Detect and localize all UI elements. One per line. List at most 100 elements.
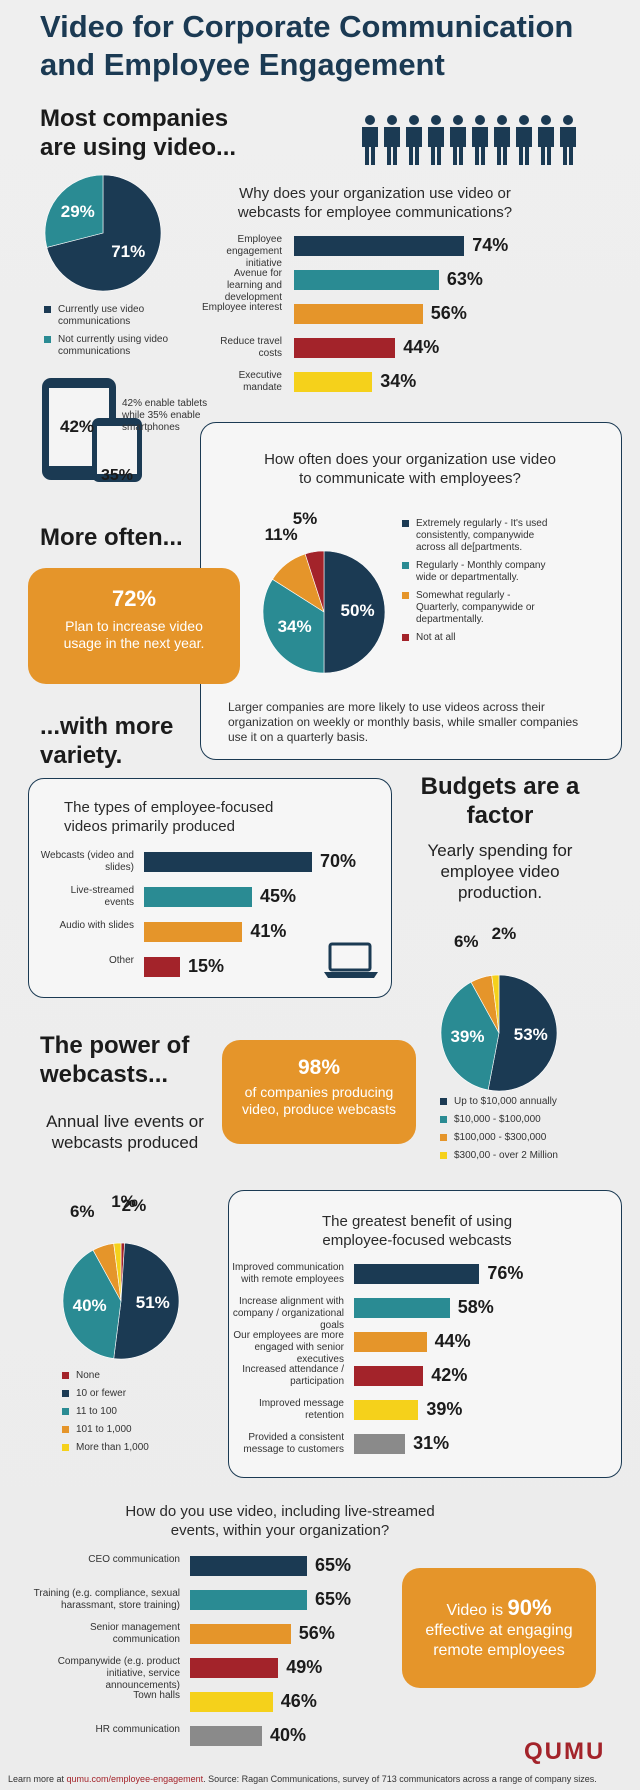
usage-slice-label: 71% (111, 241, 146, 261)
bar-category-label: Improved communication with remote emplo… (232, 1262, 344, 1285)
usage-legend: Currently use video communications Not cu… (44, 304, 184, 364)
legend-item: $100,000 - $300,000 (440, 1132, 600, 1144)
bar (354, 1400, 419, 1420)
why-bar-chart: Employee engagement initiative 74% Avenue … (200, 234, 600, 411)
usage-slice (44, 174, 104, 248)
legend-label: Currently use video communications (58, 304, 145, 327)
legend-swatch (44, 306, 51, 313)
bar-category-label: CEO communication (88, 1554, 180, 1565)
bar-category-label: Webcasts (video and slides) (40, 850, 134, 873)
more-variety-heading: ...with more variety. (40, 713, 174, 769)
frequency-title: How often does your organization use vid… (264, 451, 556, 487)
laptop-icon (324, 942, 378, 978)
legend-swatch (402, 592, 409, 599)
footer-link[interactable]: qumu.com/employee-engagement (66, 1774, 204, 1784)
legend-swatch (62, 1372, 69, 1379)
bar (294, 270, 439, 290)
legend-swatch (440, 1098, 447, 1105)
bar-value-label: 58% (457, 1297, 494, 1317)
bar-category-label: Our employees are more engaged with seni… (233, 1330, 344, 1365)
legend-item: Extremely regularly - It's used consiste… (402, 518, 552, 554)
bar-category-label: Increase alignment with company / organi… (232, 1296, 344, 1331)
bar-value-label: 65% (315, 1555, 352, 1575)
bar (190, 1692, 273, 1712)
usage-slice (46, 174, 162, 292)
webcasts-callout: 98% of companies producing video, produc… (222, 1040, 416, 1144)
legend-item: Not at all (402, 632, 552, 644)
frequency-note: Larger companies are more likely to use … (228, 700, 579, 744)
legend-swatch (62, 1390, 69, 1397)
person-icon (560, 127, 576, 165)
person-icon (453, 115, 463, 125)
bar-value-label: 45% (260, 886, 297, 906)
legend-label: 11 to 100 (76, 1406, 117, 1417)
bar (190, 1658, 279, 1678)
annual-slice-label: 51% (135, 1293, 170, 1312)
bar-category-label: Employee interest (201, 302, 282, 313)
bar-category-label: Training (e.g. compliance, sexual harass… (33, 1588, 180, 1611)
person-icon (563, 115, 573, 125)
bar-category-label: Live-streamed events (70, 885, 134, 908)
legend-label: $300,00 - over 2 Million (454, 1150, 558, 1161)
annual-slice-label: 6% (69, 1201, 95, 1221)
legend-swatch (62, 1444, 69, 1451)
bar (354, 1264, 480, 1284)
annual-title: Annual live events or webcasts produced (46, 1112, 204, 1152)
footer-pre: Learn more at (8, 1774, 67, 1784)
usage-slice-label: 29% (60, 202, 95, 222)
freq-slice-label: 50% (340, 601, 375, 620)
freq-slice (323, 550, 386, 674)
bar (294, 372, 373, 392)
person-icon (409, 115, 419, 125)
benefit-bar-chart: Improved communication with remote emplo… (232, 1262, 612, 1474)
legend-item: Not currently using video communications (44, 334, 184, 358)
bar-category-label: Employee engagement initiative (226, 234, 282, 269)
bar-value-label: 39% (426, 1399, 463, 1419)
types-title: The types of employee-focused videos pri… (64, 799, 274, 835)
person-icon (406, 127, 422, 165)
bar-value-label: 31% (413, 1433, 450, 1453)
legend-swatch (440, 1134, 447, 1141)
person-icon (516, 127, 532, 165)
annual-legend: None 10 or fewer 11 to 100 101 to 1,000 More… (62, 1370, 212, 1460)
webcasts-heading: The power of webcasts... (40, 1032, 190, 1088)
legend-item: More than 1,000 (62, 1442, 212, 1454)
legend-item: $300,00 - over 2 Million (440, 1150, 600, 1162)
bar-category-label: Provided a consistent message to custome… (243, 1432, 344, 1455)
annual-pie-chart (62, 1242, 180, 1360)
legend-label: Somewhat regularly - Quarterly, companyw… (416, 590, 535, 625)
benefit-title: The greatest benefit of using employee-f… (321, 1213, 513, 1249)
person-icon (497, 115, 507, 125)
legend-item: Up to $10,000 annually (440, 1096, 600, 1108)
annual-slice (62, 1249, 122, 1359)
legend-item: None (62, 1370, 212, 1382)
engaging-post: effective at engaging remote employees (425, 1622, 573, 1659)
freq-slice (304, 550, 325, 613)
bar-value-label: 34% (380, 371, 417, 391)
legend-label: Up to $10,000 annually (454, 1096, 557, 1107)
budget-slice-label: 6% (453, 931, 479, 951)
uses-bar-chart: CEO communication 65% Training (e.g. compl… (30, 1554, 410, 1766)
bar (294, 236, 465, 256)
bar-value-label: 44% (403, 337, 440, 357)
budget-pie-chart (440, 974, 558, 1092)
qumu-logo: QUMU (524, 1738, 606, 1765)
bar (354, 1434, 406, 1454)
bar (354, 1366, 424, 1386)
bar-value-label: 40% (270, 1725, 307, 1745)
legend-label: None (76, 1370, 100, 1381)
engaging-callout: Video is 90% effective at engaging remot… (402, 1568, 596, 1688)
increase-usage-callout: 72% Plan to increase video usage in the … (28, 568, 240, 684)
bar-value-label: 49% (286, 1657, 323, 1677)
legend-label: $100,000 - $300,000 (454, 1132, 547, 1143)
freq-slice (262, 578, 325, 674)
bar-category-label: Increased attendance / participation (242, 1364, 344, 1387)
section-heading-most-companies: Most companies are using video... (40, 105, 237, 161)
legend-swatch (402, 520, 409, 527)
legend-swatch (62, 1408, 69, 1415)
types-bar-chart: Webcasts (video and slides) 70% Live-strea… (40, 850, 380, 987)
engaging-pre: Video is (446, 1602, 508, 1619)
bar (190, 1556, 307, 1576)
bar-category-label: Companywide (e.g. product initiative, se… (57, 1656, 180, 1691)
annual-slice (113, 1242, 122, 1302)
